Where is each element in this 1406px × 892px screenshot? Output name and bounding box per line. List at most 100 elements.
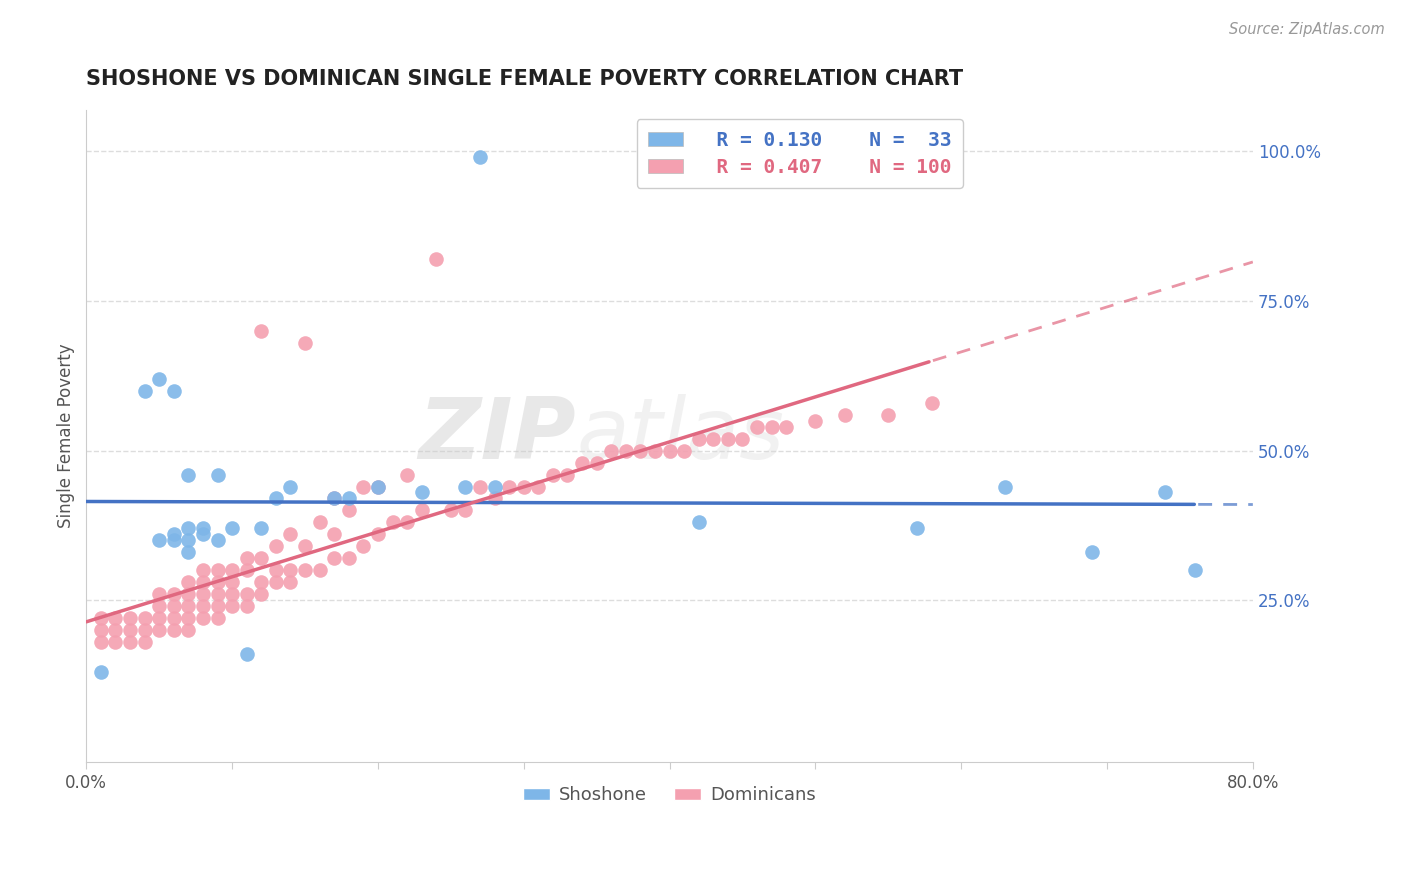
- Point: [731, 432, 754, 446]
- Point: [250, 575, 273, 590]
- Point: [352, 539, 374, 553]
- Point: [717, 432, 740, 446]
- Point: [614, 443, 637, 458]
- Point: [163, 611, 186, 625]
- Point: [90, 635, 112, 649]
- Point: [337, 551, 360, 566]
- Point: [498, 479, 520, 493]
- Legend: Shoshone, Dominicans: Shoshone, Dominicans: [516, 779, 824, 812]
- Point: [600, 443, 623, 458]
- Point: [484, 491, 506, 506]
- Point: [280, 479, 302, 493]
- Point: [207, 533, 229, 548]
- Point: [323, 527, 346, 541]
- Point: [148, 611, 170, 625]
- Point: [177, 467, 200, 482]
- Point: [191, 599, 214, 614]
- Point: [104, 623, 127, 637]
- Point: [118, 611, 141, 625]
- Point: [148, 623, 170, 637]
- Point: [745, 419, 768, 434]
- Point: [207, 611, 229, 625]
- Point: [994, 479, 1017, 493]
- Point: [207, 575, 229, 590]
- Point: [907, 521, 929, 535]
- Point: [235, 563, 257, 577]
- Point: [468, 150, 491, 164]
- Point: [264, 491, 287, 506]
- Point: [177, 611, 200, 625]
- Point: [148, 587, 170, 601]
- Point: [134, 611, 156, 625]
- Point: [1081, 545, 1104, 559]
- Point: [308, 563, 330, 577]
- Point: [177, 521, 200, 535]
- Point: [323, 491, 346, 506]
- Point: [177, 587, 200, 601]
- Point: [323, 551, 346, 566]
- Point: [134, 384, 156, 398]
- Point: [367, 479, 389, 493]
- Point: [468, 479, 491, 493]
- Point: [775, 419, 797, 434]
- Point: [702, 432, 724, 446]
- Point: [235, 551, 257, 566]
- Point: [352, 479, 374, 493]
- Point: [221, 521, 243, 535]
- Point: [207, 599, 229, 614]
- Point: [761, 419, 783, 434]
- Point: [454, 503, 477, 517]
- Point: [90, 611, 112, 625]
- Point: [148, 599, 170, 614]
- Point: [264, 575, 287, 590]
- Point: [177, 545, 200, 559]
- Point: [673, 443, 696, 458]
- Point: [191, 611, 214, 625]
- Point: [250, 521, 273, 535]
- Point: [90, 623, 112, 637]
- Text: atlas: atlas: [576, 394, 785, 477]
- Point: [557, 467, 579, 482]
- Point: [411, 485, 433, 500]
- Point: [688, 516, 710, 530]
- Point: [118, 623, 141, 637]
- Point: [207, 587, 229, 601]
- Point: [207, 563, 229, 577]
- Text: ZIP: ZIP: [419, 394, 576, 477]
- Text: Source: ZipAtlas.com: Source: ZipAtlas.com: [1229, 22, 1385, 37]
- Point: [134, 635, 156, 649]
- Point: [877, 408, 900, 422]
- Point: [118, 635, 141, 649]
- Point: [280, 527, 302, 541]
- Point: [644, 443, 666, 458]
- Point: [163, 587, 186, 601]
- Point: [280, 563, 302, 577]
- Point: [513, 479, 536, 493]
- Point: [585, 456, 607, 470]
- Point: [454, 479, 477, 493]
- Point: [411, 503, 433, 517]
- Point: [323, 491, 346, 506]
- Point: [250, 587, 273, 601]
- Point: [834, 408, 856, 422]
- Point: [381, 516, 404, 530]
- Point: [148, 533, 170, 548]
- Point: [294, 335, 316, 350]
- Point: [527, 479, 550, 493]
- Text: SHOSHONE VS DOMINICAN SINGLE FEMALE POVERTY CORRELATION CHART: SHOSHONE VS DOMINICAN SINGLE FEMALE POVE…: [86, 69, 963, 88]
- Point: [163, 623, 186, 637]
- Point: [294, 539, 316, 553]
- Point: [1154, 485, 1177, 500]
- Point: [191, 527, 214, 541]
- Point: [177, 623, 200, 637]
- Point: [163, 527, 186, 541]
- Y-axis label: Single Female Poverty: Single Female Poverty: [58, 343, 75, 528]
- Point: [134, 623, 156, 637]
- Point: [207, 467, 229, 482]
- Point: [571, 456, 593, 470]
- Point: [104, 611, 127, 625]
- Point: [177, 599, 200, 614]
- Point: [367, 527, 389, 541]
- Point: [440, 503, 463, 517]
- Point: [1184, 563, 1206, 577]
